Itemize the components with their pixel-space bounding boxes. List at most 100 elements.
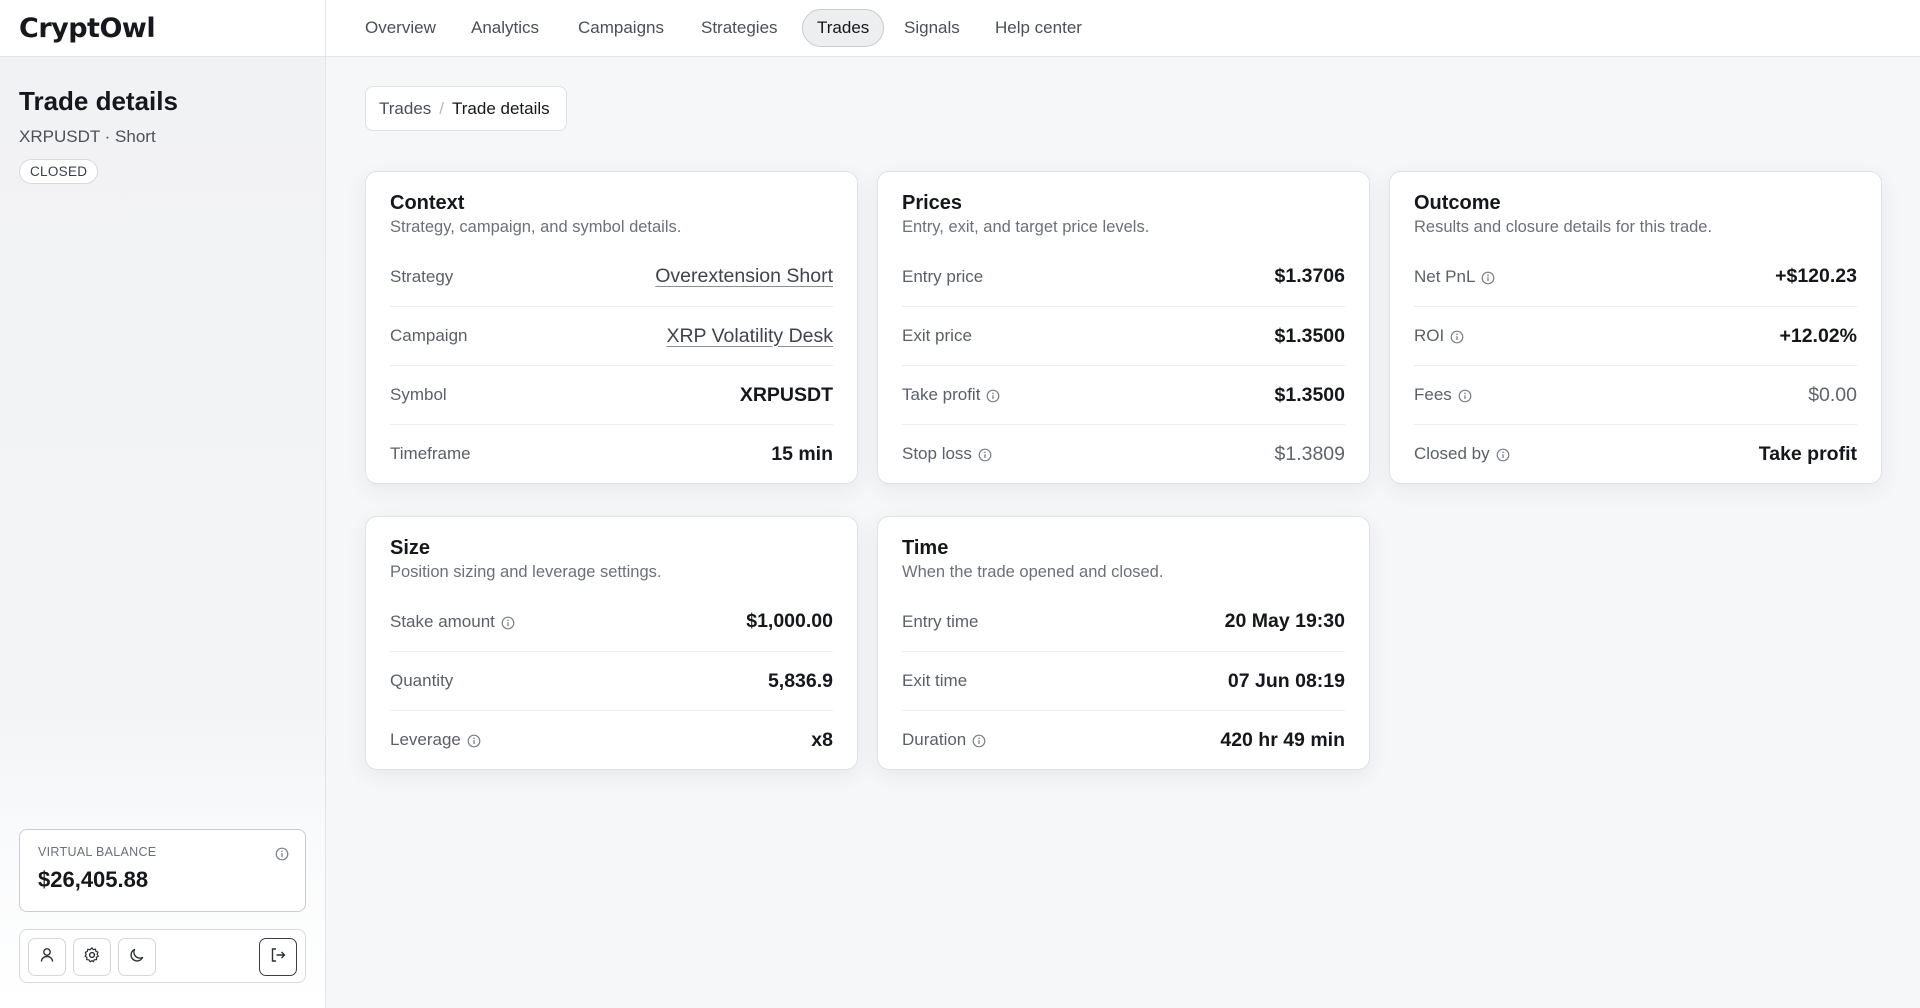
detail-row: Campaign XRP Volatility Desk [390,306,833,365]
row-label: Strategy [390,266,454,286]
logout-icon [269,946,287,969]
breadcrumb-current: Trade details [452,98,550,118]
time-card: Time When the trade opened and closed. E… [877,516,1370,770]
nav-help-center[interactable]: Help center [995,18,1082,37]
row-value: Take profit [1758,442,1857,465]
row-value: +12.02% [1779,324,1857,347]
row-label-text: Closed by [1414,444,1490,463]
status-badge: CLOSED [19,159,99,184]
row-value: 20 May 19:30 [1224,610,1345,632]
row-value: $1.3706 [1274,265,1346,287]
row-label-text: Stop loss [902,444,972,463]
info-icon[interactable] [275,847,289,866]
detail-row: Entry time 20 May 19:30 [902,592,1345,651]
row-value: 07 Jun 08:19 [1227,669,1345,692]
gear-icon [83,946,101,969]
top-nav: Overview Analytics Campaigns Strategies … [326,0,1920,57]
detail-row: Exit price $1.3500 [902,306,1345,365]
card-description: Position sizing and leverage settings. [390,563,662,581]
card-description: Results and closure details for this tra… [1414,218,1713,236]
logo-bar: CryptOwl [0,0,325,57]
card-title: Outcome [1414,192,1501,214]
info-icon[interactable] [501,615,515,629]
row-label-text: Duration [902,730,967,749]
row-label: Entry price [902,266,984,286]
balance-label: VIRTUAL BALANCE [38,845,157,859]
row-label-with-info: Stop loss [902,444,992,464]
sidebar: CryptOwl Trade details XRPUSDT · Short C… [0,0,326,1008]
detail-row: Closed by Take profit [1414,424,1857,483]
info-icon[interactable] [1496,447,1510,462]
breadcrumb-separator: / [439,98,445,118]
prices-card: Prices Entry, exit, and target price lev… [877,171,1370,484]
theme-toggle-button[interactable] [118,938,156,976]
logout-button[interactable] [259,938,297,976]
nav-signals[interactable]: Signals [904,18,960,37]
card-description: When the trade opened and closed. [902,563,1164,581]
row-label-text: Stake amount [390,611,495,631]
card-title: Time [902,537,949,559]
card-title: Prices [902,192,963,214]
nav-trades[interactable]: Trades [802,9,885,47]
detail-row: Stake amount $1,000.00 [390,592,833,651]
detail-row: Entry price $1.3706 [902,247,1345,306]
nav-analytics[interactable]: Analytics [471,18,540,37]
detail-row: Stop loss $1.3809 [902,424,1345,483]
app-logo[interactable]: CryptOwl [19,12,156,44]
card-description: Strategy, campaign, and symbol details. [390,218,682,236]
row-value: $1,000.00 [746,610,833,632]
row-label: Quantity [390,671,454,690]
row-label-with-info: Fees [1414,385,1472,405]
row-label-with-info: ROI [1414,326,1464,346]
row-label-text: Take profit [902,385,981,404]
moon-icon [128,946,146,969]
info-icon[interactable] [1450,329,1464,344]
row-value: XRPUSDT [739,383,833,406]
size-card: Size Position sizing and leverage settin… [365,516,858,770]
detail-row: Exit time 07 Jun 08:19 [902,651,1345,710]
info-icon[interactable] [467,733,481,748]
card-title: Size [390,537,431,559]
row-value: +$120.23 [1775,265,1857,287]
row-value: 5,836.9 [767,669,833,692]
row-label-with-info: Leverage [390,730,481,750]
outcome-card: Outcome Results and closure details for … [1389,171,1882,484]
row-value: 420 hr 49 min [1220,728,1345,751]
breadcrumb-trades-link[interactable]: Trades [379,98,432,118]
settings-button[interactable] [73,938,111,976]
detail-row: Quantity 5,836.9 [390,651,833,710]
row-value: 15 min [771,442,833,465]
nav-strategies[interactable]: Strategies [701,18,778,37]
info-icon[interactable] [1458,388,1472,403]
campaign-link[interactable]: XRP Volatility Desk [666,324,833,347]
row-value: $1.3809 [1274,442,1346,465]
info-icon[interactable] [986,388,1000,403]
row-label-with-info: Stake amount [390,612,515,632]
info-icon[interactable] [1481,270,1495,284]
row-value: x8 [811,728,833,751]
card-title: Context [390,192,465,214]
row-label: Campaign [390,326,468,345]
detail-row: Strategy Overextension Short [390,247,833,306]
breadcrumb: Trades / Trade details [365,86,567,131]
card-description: Entry, exit, and target price levels. [902,218,1150,236]
detail-row: Leverage x8 [390,710,833,769]
row-label: Timeframe [390,444,471,463]
trade-subtitle: XRPUSDT · Short [19,127,156,146]
row-value: $0.00 [1808,383,1857,406]
sidebar-actions [19,929,306,983]
strategy-link[interactable]: Overextension Short [655,265,833,287]
row-label-with-info: Closed by [1414,444,1510,464]
detail-row: Duration 420 hr 49 min [902,710,1345,769]
nav-campaigns[interactable]: Campaigns [578,18,664,37]
virtual-balance-card: VIRTUAL BALANCE $26,405.88 [19,829,306,912]
nav-overview[interactable]: Overview [365,18,436,37]
page-title: Trade details [19,86,178,116]
row-label: Symbol [390,385,447,404]
info-icon[interactable] [978,447,992,462]
row-label-with-info: Duration [902,730,986,750]
row-label-text: Net PnL [1414,266,1476,286]
row-value: $1.3500 [1274,324,1346,347]
info-icon[interactable] [972,733,986,748]
profile-button[interactable] [28,938,66,976]
